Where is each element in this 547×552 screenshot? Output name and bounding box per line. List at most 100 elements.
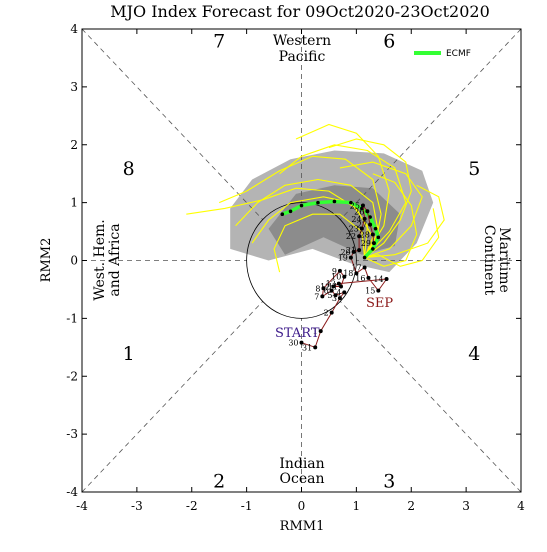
phase-label-7: 7 (213, 31, 225, 53)
region-indian-ocean-line2: Ocean (280, 471, 325, 487)
observed-point-label-5: 5 (327, 291, 332, 300)
phase-label-3: 3 (383, 470, 395, 492)
phase-label-5: 5 (468, 158, 480, 180)
divider-nw (81, 28, 263, 220)
observed-point-27 (368, 222, 373, 227)
observed-point-15 (376, 288, 381, 293)
x-tick-label-2: 2 (407, 499, 415, 513)
ensemble-member-5 (364, 184, 445, 259)
ensemble-members (186, 123, 445, 273)
divider-sw (81, 301, 263, 493)
observed-point-9 (337, 268, 342, 273)
observed-point-3 (337, 296, 342, 301)
ensemble-mean-point-12 (280, 212, 285, 216)
ensemble-member-3 (339, 161, 423, 259)
y-tick-label--2: -2 (66, 369, 78, 383)
x-tick-label--3: -3 (131, 499, 143, 513)
observed-point-31 (313, 345, 318, 350)
sep-label: SEP (366, 296, 393, 311)
observed-point-12 (331, 284, 336, 289)
ensemble-member-1 (328, 138, 412, 259)
x-tick-label-0: 0 (298, 499, 306, 513)
observed-point-25 (360, 203, 365, 208)
observed-point-label-29: 29 (361, 239, 371, 248)
start-label: START (275, 326, 320, 341)
observed-point-label-27: 27 (357, 221, 367, 230)
x-tick-label-1: 1 (353, 499, 361, 513)
observed-point-label-22: 22 (346, 232, 356, 241)
x-tick-label-3: 3 (462, 499, 470, 513)
legend-label: ECMF (446, 49, 471, 59)
ensemble-mean-line (281, 199, 381, 259)
ensemble-mean-point-4 (373, 226, 378, 231)
x-axis-label: RMM1 (280, 519, 325, 534)
observed-point-label-30: 30 (288, 339, 298, 348)
observed-point-label-23: 23 (349, 225, 359, 234)
x-axis-ticks: -4 -3 -2 -1 0 1 2 3 4 (76, 29, 525, 513)
observed-point-label-18: 18 (343, 269, 353, 278)
phase-label-4: 4 (468, 343, 480, 365)
observed-point-7 (320, 294, 325, 299)
observed-point-label-31: 31 (302, 343, 312, 352)
phase-label-2: 2 (213, 470, 225, 492)
phase-dividers (81, 28, 522, 493)
ensemble-mean-point-7 (349, 200, 353, 205)
ensemble-member-10 (279, 144, 407, 258)
observed-point-22 (357, 234, 362, 239)
ensemble-member-7 (295, 123, 390, 258)
observed-point-label-3: 3 (332, 294, 337, 303)
observed-point-11 (339, 284, 344, 289)
y-tick-label-0: 0 (70, 254, 78, 268)
ensemble-mean-point-10 (299, 203, 304, 208)
observed-point-14 (384, 277, 389, 282)
observed-point-8 (321, 286, 326, 291)
y-tick-label-3: 3 (70, 80, 78, 94)
region-indian-ocean-line1: Indian (279, 456, 324, 472)
divider-se (340, 301, 522, 493)
observed-point-13 (336, 281, 341, 286)
observed-point-18 (354, 271, 359, 276)
region-west-hem: West. Hem. and Africa (92, 219, 123, 300)
observed-trajectory: 3031123456789101112131415161718192021222… (288, 202, 389, 352)
region-indian-ocean: Indian Ocean (279, 456, 324, 487)
observed-point-label-7: 7 (314, 292, 319, 301)
ensemble-mean-point-2 (371, 247, 375, 251)
phase-label-1: 1 (123, 343, 135, 365)
phase-label-6: 6 (383, 31, 395, 53)
region-maritime-line1: Maritime (496, 227, 512, 293)
observed-point-label-1: 1 (313, 327, 318, 336)
observed-point-label-8: 8 (315, 284, 320, 293)
observed-point-label-15: 15 (365, 287, 375, 296)
unit-circle (246, 202, 357, 319)
region-western-pacific-line2: Pacific (279, 49, 326, 65)
observed-point-label-24: 24 (351, 215, 361, 224)
observed-point-5 (333, 293, 338, 298)
observed-point-label-21: 21 (346, 246, 356, 255)
observed-point-label-4: 4 (336, 288, 341, 297)
y-tick-label-2: 2 (70, 138, 78, 152)
observed-point-label-9: 9 (332, 267, 337, 276)
observed-point-2 (329, 310, 334, 315)
region-western-pacific: Western Pacific (273, 33, 331, 65)
observed-point-label-26: 26 (354, 207, 364, 216)
observed-point-26 (365, 209, 370, 214)
observed-point-label-28: 28 (360, 230, 370, 239)
x-tick-label-4: 4 (517, 499, 525, 513)
phase-label-8: 8 (123, 158, 135, 180)
y-tick-label--1: -1 (66, 311, 78, 325)
region-west-hem-line2: and Africa (107, 223, 123, 296)
ensemble-mean-point-11 (288, 209, 293, 214)
observed-point-label-14: 14 (373, 275, 383, 284)
x-tick-label--2: -2 (186, 499, 198, 513)
observed-point-28 (370, 232, 375, 237)
observed-point-4 (342, 290, 347, 295)
region-maritime-line2: Continent (481, 225, 497, 296)
ensemble-member-6 (251, 196, 368, 258)
observed-point-label-2: 2 (324, 309, 329, 318)
ensemble-mean-point-3 (376, 235, 381, 240)
region-western-pacific-line1: Western (273, 33, 331, 49)
